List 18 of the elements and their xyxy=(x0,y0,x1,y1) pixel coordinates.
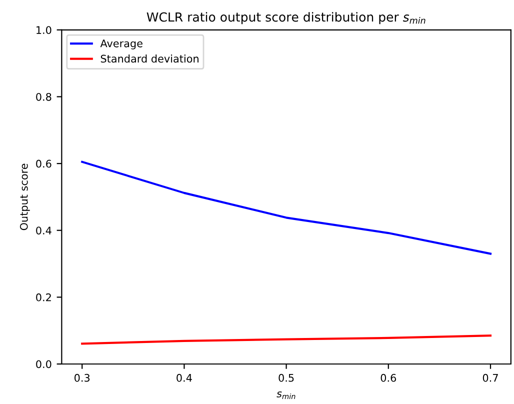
x-tick-label: 0.7 xyxy=(482,374,498,382)
x-tick-label: 0.6 xyxy=(380,374,396,382)
x-tick-label: 0.3 xyxy=(74,374,90,382)
x-tick-label: 0.4 xyxy=(176,374,192,382)
y-tick-label: 0.8 xyxy=(36,92,52,101)
y-axis-title: Output score xyxy=(20,164,30,230)
y-tick-label: 0.6 xyxy=(36,160,52,168)
y-tick-label: 0.4 xyxy=(36,226,52,234)
y-tick-label: 0.0 xyxy=(36,360,52,368)
legend-label: Standard deviation xyxy=(100,54,198,63)
line-series xyxy=(81,160,492,255)
y-tick-label: 0.2 xyxy=(36,293,51,302)
legend-label: Average xyxy=(100,40,142,50)
chart-title: WCLR ratio output score distribution per s$_{min}$ xyxy=(146,12,426,24)
x-tick-label: 0.5 xyxy=(278,374,294,382)
x-axis-title: s$_{min}$ xyxy=(276,391,296,399)
line-series xyxy=(81,334,492,345)
y-tick-label: 1.0 xyxy=(36,26,52,34)
